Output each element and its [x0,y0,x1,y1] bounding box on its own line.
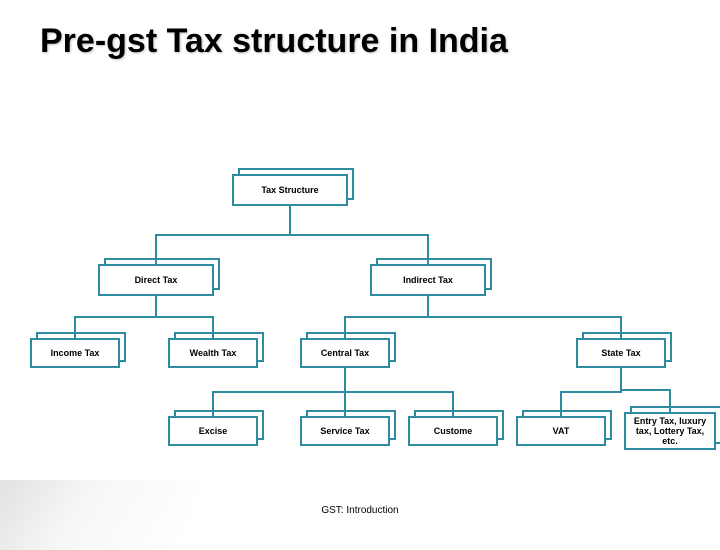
tree-node-service: Service Tax [300,416,390,446]
tree-node-indirect: Indirect Tax [370,264,486,296]
tree-node-state: State Tax [576,338,666,368]
tree-node-excise: Excise [168,416,258,446]
tree-node-vat: VAT [516,416,606,446]
edge-central-excise [213,368,345,416]
tree-node-direct: Direct Tax [98,264,214,296]
tree-node-income: Income Tax [30,338,120,368]
tree-node-entry: Entry Tax, luxury tax, Lottery Tax, etc. [624,412,716,450]
edge-state-vat [561,368,621,416]
footer-text: GST: Introduction [0,505,720,516]
tree-node-root: Tax Structure [232,174,348,206]
edge-root-direct [156,206,290,264]
tree-node-wealth: Wealth Tax [168,338,258,368]
edge-root-indirect [290,206,428,264]
edge-central-custome [345,368,453,416]
tree-node-custome: Custome [408,416,498,446]
page-title: Pre-gst Tax structure in India [40,22,508,61]
tree-node-central: Central Tax [300,338,390,368]
